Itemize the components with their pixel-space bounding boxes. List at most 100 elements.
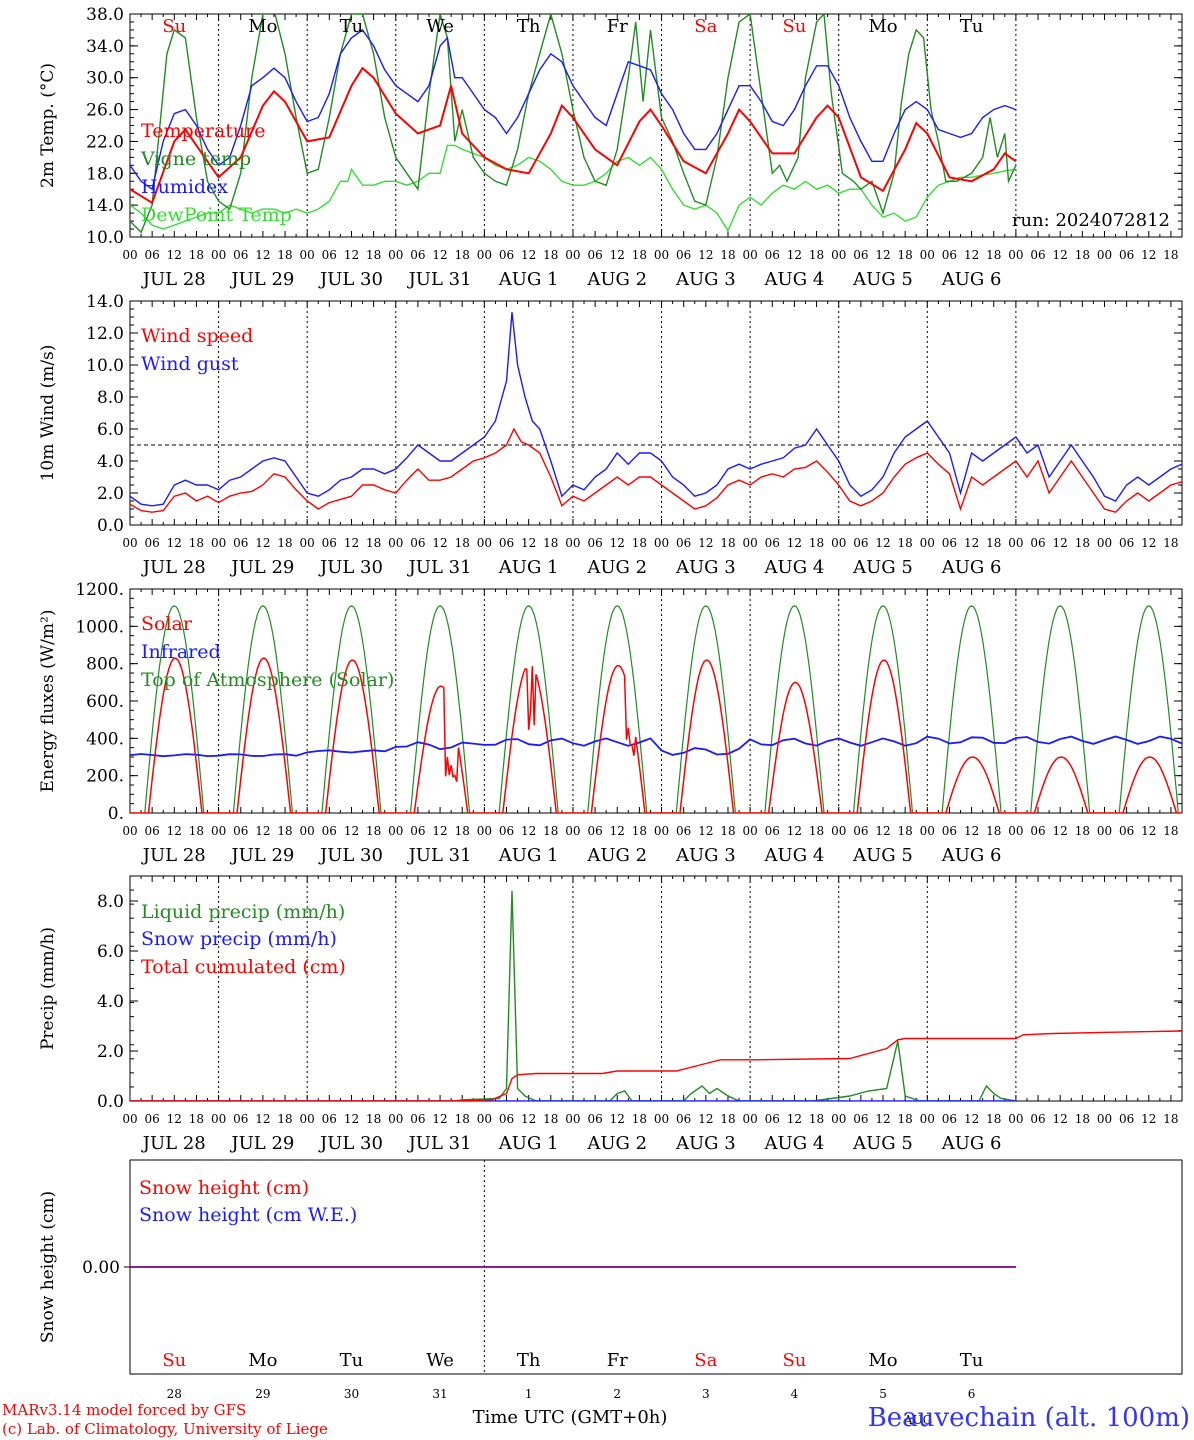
x-tick-label: 18 bbox=[720, 1112, 735, 1126]
x-tick-label: 00 bbox=[831, 536, 846, 550]
x-tick-label: 06 bbox=[676, 824, 691, 838]
x-tick-label: 00 bbox=[742, 248, 757, 262]
x-tick-label: 06 bbox=[587, 248, 602, 262]
series-line-1 bbox=[130, 66, 1017, 205]
series-line-3 bbox=[130, 1030, 1182, 1101]
x-tick-label: 18 bbox=[189, 536, 204, 550]
x-tick-label: 12 bbox=[167, 248, 182, 262]
x-tick-label: 18 bbox=[543, 536, 558, 550]
x-tick-label: 18 bbox=[632, 1112, 647, 1126]
x-tick-label: 18 bbox=[720, 536, 735, 550]
day-number: 2 bbox=[613, 1387, 621, 1401]
x-tick-label: 06 bbox=[1119, 536, 1134, 550]
date-label: AUG 2 bbox=[586, 845, 647, 866]
date-label: JUL 29 bbox=[229, 1133, 294, 1154]
y-tick-label: 14.0 bbox=[86, 196, 124, 216]
x-tick-label: 12 bbox=[698, 1112, 713, 1126]
x-tick-label: 00 bbox=[654, 248, 669, 262]
x-tick-label: 00 bbox=[388, 824, 403, 838]
plot-area bbox=[130, 605, 1182, 813]
x-tick-label: 00 bbox=[300, 248, 315, 262]
day-name: Su bbox=[162, 1350, 186, 1371]
x-tick-label: 00 bbox=[211, 824, 226, 838]
x-tick-label: 12 bbox=[964, 824, 979, 838]
x-tick-label: 06 bbox=[587, 1112, 602, 1126]
legend-entry: Wind speed bbox=[141, 325, 253, 347]
panel-frame bbox=[129, 588, 1183, 814]
x-tick-label: 18 bbox=[189, 1112, 204, 1126]
y-tick-label: 30.0 bbox=[86, 69, 124, 89]
y-axis-title: Snow height (cm) bbox=[38, 1191, 58, 1343]
x-tick-label: 00 bbox=[300, 824, 315, 838]
x-tick-label: 18 bbox=[898, 1112, 913, 1126]
legend-entry: Top of Atmosphere (Solar) bbox=[141, 669, 394, 691]
date-label: AUG 5 bbox=[852, 269, 913, 290]
x-tick-label: 12 bbox=[1141, 824, 1156, 838]
date-label: AUG 6 bbox=[941, 845, 1002, 866]
day-name: Mo bbox=[248, 1350, 277, 1371]
day-name: Th bbox=[517, 1350, 541, 1371]
day-number: 29 bbox=[255, 1387, 270, 1401]
x-tick-label: 18 bbox=[366, 536, 381, 550]
y-tick-label: 38.0 bbox=[86, 5, 124, 25]
y-tick-label: 0.0 bbox=[97, 1092, 124, 1112]
x-tick-label: 18 bbox=[455, 824, 470, 838]
x-tick-label: 18 bbox=[632, 536, 647, 550]
x-tick-label: 06 bbox=[145, 248, 160, 262]
panels: 10.014.018.022.026.030.034.038.02m Temp.… bbox=[38, 5, 1183, 1401]
x-tick-label: 18 bbox=[809, 824, 824, 838]
x-tick-label: 12 bbox=[787, 824, 802, 838]
x-tick-label: 18 bbox=[809, 1112, 824, 1126]
date-label: AUG 3 bbox=[675, 269, 736, 290]
x-tick-label: 18 bbox=[277, 824, 292, 838]
y-tick-label: 18.0 bbox=[86, 164, 124, 184]
x-tick-label: 00 bbox=[565, 248, 580, 262]
x-tick-label: 12 bbox=[255, 536, 270, 550]
x-tick-label: 18 bbox=[809, 248, 824, 262]
x-tick-label: 00 bbox=[742, 824, 757, 838]
x-tick-label: 06 bbox=[765, 536, 780, 550]
x-tick-label: 00 bbox=[388, 1112, 403, 1126]
x-tick-label: 00 bbox=[920, 536, 935, 550]
x-tick-label: 12 bbox=[521, 536, 536, 550]
x-tick-label: 12 bbox=[610, 248, 625, 262]
date-label: JUL 28 bbox=[141, 845, 206, 866]
date-label: AUG 3 bbox=[675, 1133, 736, 1154]
y-axis-title: Energy fluxes (W/m²) bbox=[38, 610, 58, 793]
x-tick-label: 12 bbox=[610, 824, 625, 838]
x-tick-label: 12 bbox=[787, 1112, 802, 1126]
x-tick-label: 18 bbox=[720, 824, 735, 838]
date-label: JUL 30 bbox=[318, 269, 383, 290]
series-line-4 bbox=[130, 144, 1016, 233]
x-tick-label: 06 bbox=[942, 536, 957, 550]
x-tick-label: 18 bbox=[366, 1112, 381, 1126]
x-axis-title: Time UTC (GMT+0h) bbox=[473, 1407, 668, 1428]
x-tick-label: 12 bbox=[255, 1112, 270, 1126]
date-label: AUG 1 bbox=[498, 845, 559, 866]
x-tick-label: 00 bbox=[1097, 824, 1112, 838]
x-tick-label: 18 bbox=[1163, 248, 1178, 262]
x-tick-label: 12 bbox=[610, 536, 625, 550]
date-label: AUG 2 bbox=[586, 1133, 647, 1154]
x-tick-label: 06 bbox=[145, 536, 160, 550]
date-label: AUG 5 bbox=[852, 1133, 913, 1154]
x-tick-label: 00 bbox=[565, 1112, 580, 1126]
x-tick-label: 12 bbox=[432, 248, 447, 262]
run-label: run: 2024072812 bbox=[1012, 210, 1170, 231]
legend-entry: Solar bbox=[141, 613, 193, 635]
x-tick-label: 00 bbox=[1097, 248, 1112, 262]
x-tick-label: 18 bbox=[632, 824, 647, 838]
y-tick-label: 10.0 bbox=[86, 356, 124, 376]
date-label: JUL 29 bbox=[229, 269, 294, 290]
x-tick-label: 18 bbox=[1075, 536, 1090, 550]
x-tick-label: 06 bbox=[1030, 248, 1045, 262]
legend-entry: Snow height (cm) bbox=[139, 1177, 309, 1199]
model-credit: MARv3.14 model forced by GFS bbox=[2, 1401, 246, 1419]
x-tick-label: 12 bbox=[787, 536, 802, 550]
x-tick-label: 12 bbox=[875, 536, 890, 550]
y-tick-label: 1200. bbox=[75, 580, 124, 600]
x-tick-label: 00 bbox=[831, 248, 846, 262]
x-tick-label: 18 bbox=[1075, 1112, 1090, 1126]
x-tick-label: 06 bbox=[765, 824, 780, 838]
